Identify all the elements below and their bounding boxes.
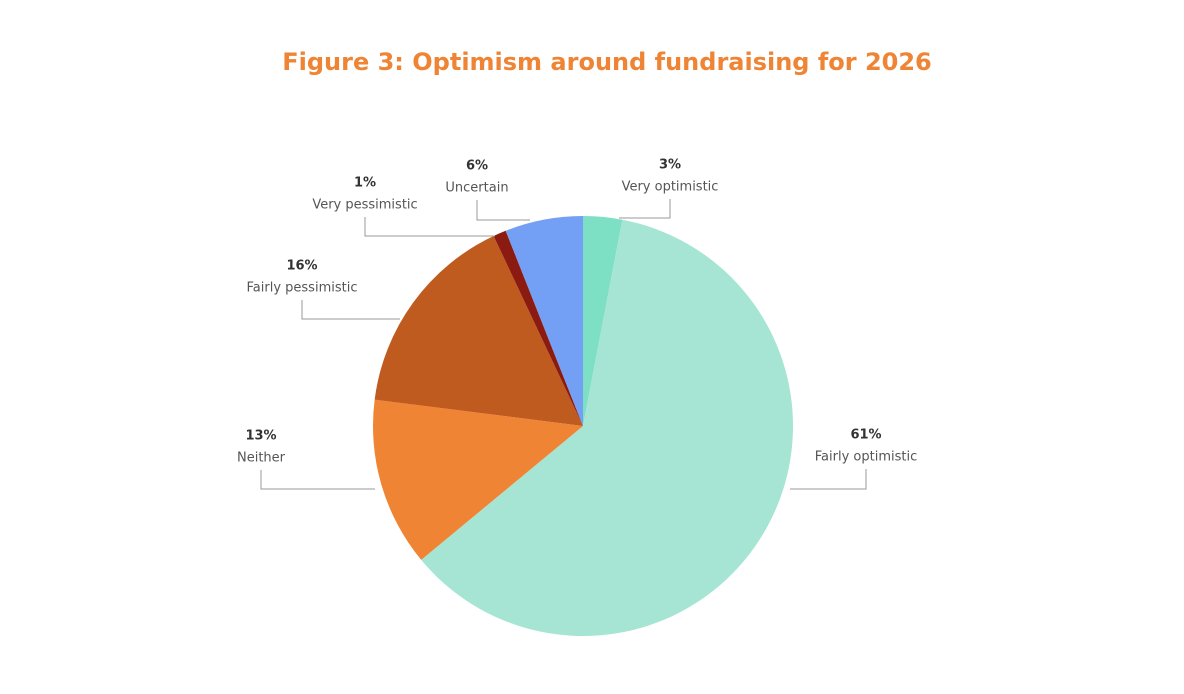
- data-label: 6%: [466, 159, 488, 174]
- pie-slice: [493, 230, 583, 426]
- leader-line: [301, 300, 400, 320]
- category-label: Uncertain: [445, 181, 508, 196]
- data-label: 61%: [850, 428, 881, 443]
- leader-line: [790, 469, 867, 490]
- leader-line: [619, 199, 671, 219]
- category-label: Neither: [237, 451, 286, 466]
- leader-line: [364, 217, 495, 237]
- category-label: Very pessimistic: [312, 198, 417, 213]
- chart-title: Figure 3: Optimism around fundraising fo…: [282, 48, 932, 76]
- leader-line: [260, 470, 375, 490]
- pie-slice: [373, 399, 583, 560]
- pie-slice: [421, 219, 794, 637]
- category-label: Very optimistic: [622, 180, 719, 195]
- category-label: Fairly pessimistic: [247, 281, 358, 296]
- leader-line: [476, 200, 530, 221]
- category-label: Fairly optimistic: [815, 450, 917, 465]
- data-label: 1%: [354, 176, 376, 191]
- pie-slice: [374, 235, 583, 426]
- data-label: 13%: [245, 429, 276, 444]
- data-label: 3%: [659, 158, 681, 173]
- pie-slice: [505, 216, 583, 426]
- data-label: 16%: [286, 259, 317, 274]
- pie-slice: [583, 216, 623, 426]
